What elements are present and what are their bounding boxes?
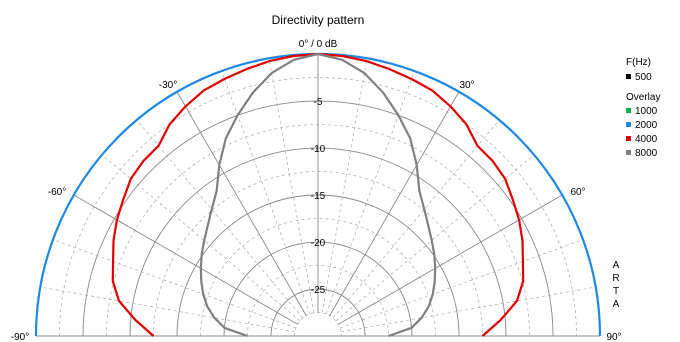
grid-spoke-major xyxy=(176,91,307,316)
radial-tick-label: -20 xyxy=(311,238,326,249)
chart-title: Directivity pattern xyxy=(272,13,365,27)
arta-letter: T xyxy=(613,286,619,297)
grid-spoke-minor xyxy=(335,154,535,322)
angle-tick-label: -60° xyxy=(48,187,66,198)
series-layer xyxy=(34,52,602,338)
grid-spoke-minor xyxy=(221,70,311,315)
grid-ring-minor xyxy=(59,77,577,337)
legend-entry-500: 500 xyxy=(635,72,652,83)
tick-labels: -90° -60° -30° 0° / 0 dB 30° 60° 90° -5 -10 -15 -2… xyxy=(11,39,622,342)
legend: F(Hz) 500 Overlay 1000 2000 4000 8000 xyxy=(626,57,660,159)
legend-frequency-header: F(Hz) xyxy=(626,57,651,68)
radial-tick-label: -10 xyxy=(311,144,326,155)
grid-spoke-minor xyxy=(339,239,584,329)
arta-letter: A xyxy=(613,260,620,271)
legend-swatch-1000 xyxy=(626,108,631,113)
angle-tick-label: 60° xyxy=(570,187,585,198)
angle-tick-label: -30° xyxy=(159,80,177,91)
legend-swatch-4000 xyxy=(626,136,631,141)
arta-letter: R xyxy=(612,273,619,284)
legend-swatch-500 xyxy=(626,74,631,79)
legend-swatch-2000 xyxy=(626,122,631,127)
grid-spoke-minor xyxy=(40,286,295,333)
legend-entry-2000: 2000 xyxy=(635,120,658,131)
angle-tick-label: 0° / 0 dB xyxy=(299,39,338,50)
grid-spoke-minor xyxy=(268,58,315,313)
angle-tick-label: 30° xyxy=(459,80,474,91)
grid-spoke-minor xyxy=(332,119,500,319)
legend-swatch-8000 xyxy=(626,150,631,155)
grid-ring-minor xyxy=(200,218,436,337)
grid-spoke-minor xyxy=(341,286,596,333)
radial-tick-label: -15 xyxy=(311,191,326,202)
angle-tick-label: -90° xyxy=(11,332,29,342)
grid-spoke-minor xyxy=(136,119,304,319)
series-line-8000 xyxy=(199,52,437,338)
radial-tick-label: -25 xyxy=(311,285,326,296)
grid-spoke-major xyxy=(329,91,460,316)
polar-grid xyxy=(36,54,600,337)
legend-entry-4000: 4000 xyxy=(635,134,658,145)
arta-letter: A xyxy=(613,299,620,310)
grid-spoke-major xyxy=(73,194,298,325)
angle-tick-label: 90° xyxy=(606,332,621,342)
grid-spoke-major xyxy=(338,194,563,325)
legend-overlay-header: Overlay xyxy=(626,92,660,103)
legend-entry-8000: 8000 xyxy=(635,148,658,159)
grid-spoke-minor xyxy=(101,154,301,322)
grid-ring-minor xyxy=(294,312,342,337)
grid-spoke-minor xyxy=(325,70,415,315)
grid-spoke-minor xyxy=(52,239,297,329)
grid-spoke-minor xyxy=(321,58,368,313)
radial-tick-label: -5 xyxy=(314,97,323,108)
legend-entry-1000: 1000 xyxy=(635,106,658,117)
